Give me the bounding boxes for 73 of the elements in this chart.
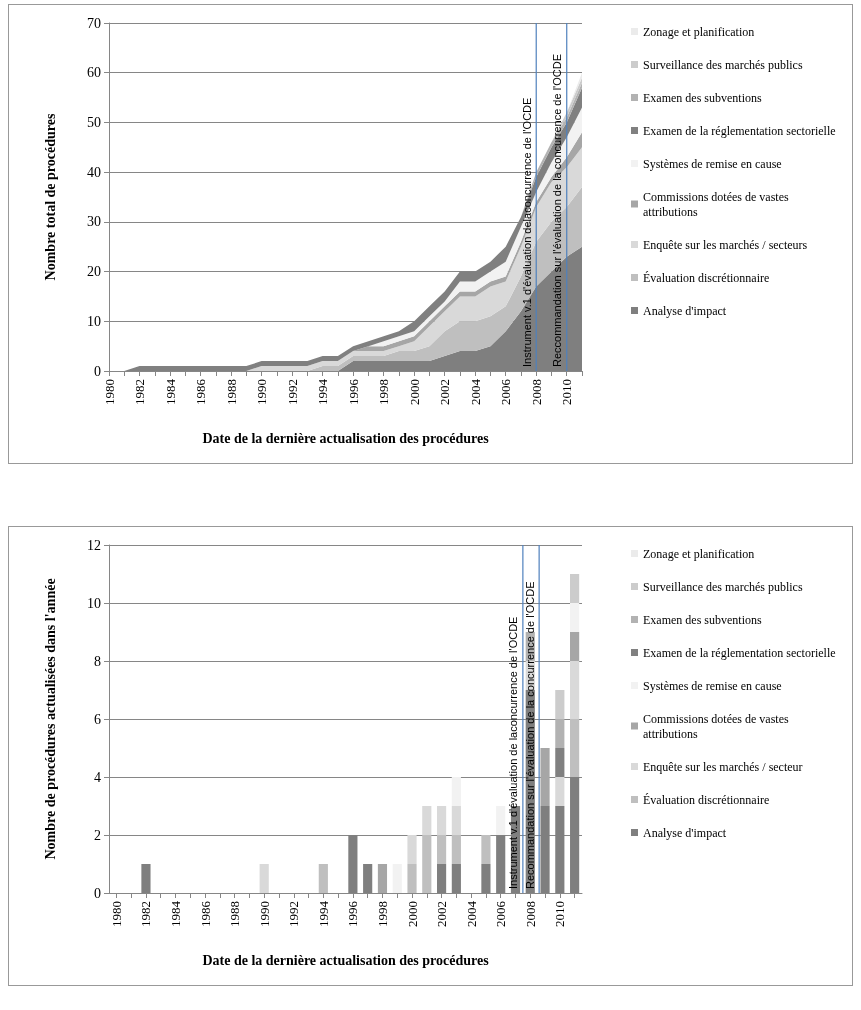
legend-label: Surveillance des marchés publics: [643, 57, 803, 72]
x-tick-label: 2002: [437, 379, 453, 405]
ref-line-label: Instrument v.1 d'évaluation de laconcurrence de l'OCDE: [507, 616, 520, 889]
y-tick-label: 20: [87, 264, 101, 280]
legend-label: Systèmes de remise en cause: [643, 678, 782, 693]
y-tick-label: 8: [94, 653, 101, 669]
x-tick-label: 1998: [376, 379, 392, 405]
x-tick-label: 1982: [138, 901, 154, 927]
y-tick-label: 6: [94, 711, 101, 727]
y-tick-label: 70: [87, 15, 101, 31]
x-tick-label: 1996: [345, 900, 361, 927]
x-tick-label: 2006: [493, 900, 509, 927]
x-tick-label: 2000: [404, 901, 420, 927]
ref-line-label: Instrument v.1 d'évaluation delaconcurrence de l'OCDE: [520, 97, 533, 367]
ref-line-label: Recommandation sur l'évaluation de la concurrence de l'OCDE: [523, 581, 536, 889]
x-tick-label: 1996: [345, 378, 361, 405]
legend-label: Examen de la réglementation sectorielle: [643, 123, 836, 138]
y-tick-label: 60: [87, 65, 101, 81]
x-tick-label: 2002: [434, 901, 450, 927]
x-tick-label: 2010: [552, 901, 568, 927]
x-tick-label: 1980: [101, 379, 117, 405]
legend-label: Examen des subventions: [643, 612, 762, 627]
legend-label: Commissions dotées de vastes attributions: [643, 189, 792, 219]
x-tick-label: 2008: [522, 901, 538, 927]
x-tick-label: 2010: [559, 379, 575, 405]
x-tick-label: 2000: [406, 379, 422, 405]
legend-label: Analyse d'impact: [643, 303, 727, 318]
x-tick-label: 1982: [132, 379, 148, 405]
legend-label: Évaluation discrétionnaire: [643, 792, 770, 807]
x-tick-label: 1990: [256, 901, 272, 927]
y-tick-label: 30: [87, 214, 101, 230]
x-tick-label: 1980: [108, 901, 124, 927]
ref-line-label: Reccommandation sur l'évaluation de la concurrence de l'OCDE: [551, 54, 564, 367]
y-tick-label: 10: [87, 595, 101, 611]
x-tick-label: 1998: [374, 901, 390, 927]
x-tick-label: 1984: [168, 900, 184, 927]
x-tick-label: 1988: [227, 901, 243, 927]
legend-label: Surveillance des marchés publics: [643, 579, 803, 594]
y-tick-label: 50: [87, 114, 101, 130]
x-tick-label: 1988: [223, 379, 239, 405]
x-tick-label: 1992: [286, 901, 302, 927]
x-tick-label: 1992: [284, 379, 300, 405]
legend-label: Enquête sur les marchés / secteurs: [643, 237, 808, 252]
y-axis-title: Nombre total de procédures: [43, 113, 58, 281]
x-tick-label: 1990: [254, 379, 270, 405]
legend-label: Examen des subventions: [643, 90, 762, 105]
x-tick-label: 1986: [197, 900, 213, 927]
y-tick-label: 2: [94, 827, 101, 843]
legend-label: Analyse d'impact: [643, 825, 727, 840]
y-axis-title: Nombre de procédures actualisées dans l'année: [43, 578, 58, 860]
x-tick-label: 2006: [498, 378, 514, 405]
x-tick-label: 1994: [315, 378, 331, 405]
x-tick-label: 1984: [162, 378, 178, 405]
legend-label: Systèmes de remise en cause: [643, 156, 782, 171]
x-tick-label: 2004: [463, 900, 479, 927]
y-tick-label: 40: [87, 164, 101, 180]
legend-label: Enquête sur les marchés / secteur: [643, 759, 803, 774]
legend-label: Zonage et planification: [643, 24, 755, 39]
x-axis-title: Date de la dernière actualisation des procédures: [202, 430, 490, 446]
y-tick-label: 4: [94, 769, 101, 785]
x-tick-label: 2008: [528, 379, 544, 405]
legend-label: Examen de la réglementation sectorielle: [643, 645, 836, 660]
y-tick-label: 0: [94, 885, 101, 901]
y-tick-label: 10: [87, 313, 101, 329]
x-axis-title: Date de la dernière actualisation des procédures: [202, 952, 490, 968]
legend-label: Zonage et planification: [643, 546, 755, 561]
x-tick-label: 1986: [193, 378, 209, 405]
x-tick-label: 1994: [315, 900, 331, 927]
y-tick-label: 12: [87, 537, 101, 553]
x-tick-label: 2004: [467, 378, 483, 405]
legend-label: Évaluation discrétionnaire: [643, 270, 770, 285]
legend-label: Commissions dotées de vastes attributions: [643, 711, 792, 741]
y-tick-label: 0: [94, 363, 101, 379]
